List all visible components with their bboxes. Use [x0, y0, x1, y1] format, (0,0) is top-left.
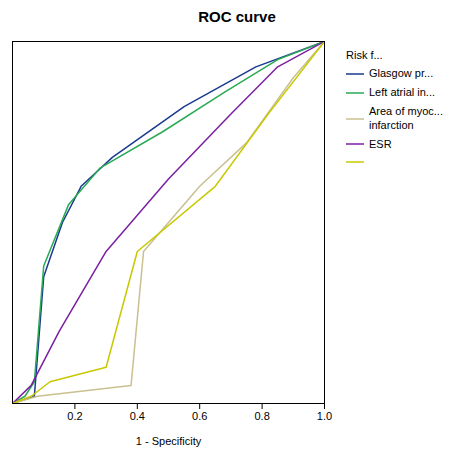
svg-text:0.8: 0.8	[254, 410, 269, 422]
html-text:Left atrial in...: Left atrial in...	[369, 86, 435, 99]
html-text:ESR: ESR	[369, 137, 392, 150]
html-text:ROC curve: ROC curve	[198, 8, 276, 25]
svg-text:0.4: 0.4	[130, 410, 145, 422]
html-text:Glasgow pr...: Glasgow pr...	[369, 67, 434, 79]
svg-text:1 - Specificity: 1 - Specificity	[136, 435, 202, 447]
svg-text:0.6: 0.6	[192, 410, 207, 422]
svg-text:0.2: 0.2	[67, 410, 82, 422]
svg-text:1.0: 1.0	[317, 410, 332, 422]
html-text:Area of myoc... infarction: Area of myoc... infarction	[369, 105, 443, 131]
html-text:Risk f...: Risk f...	[346, 49, 383, 61]
